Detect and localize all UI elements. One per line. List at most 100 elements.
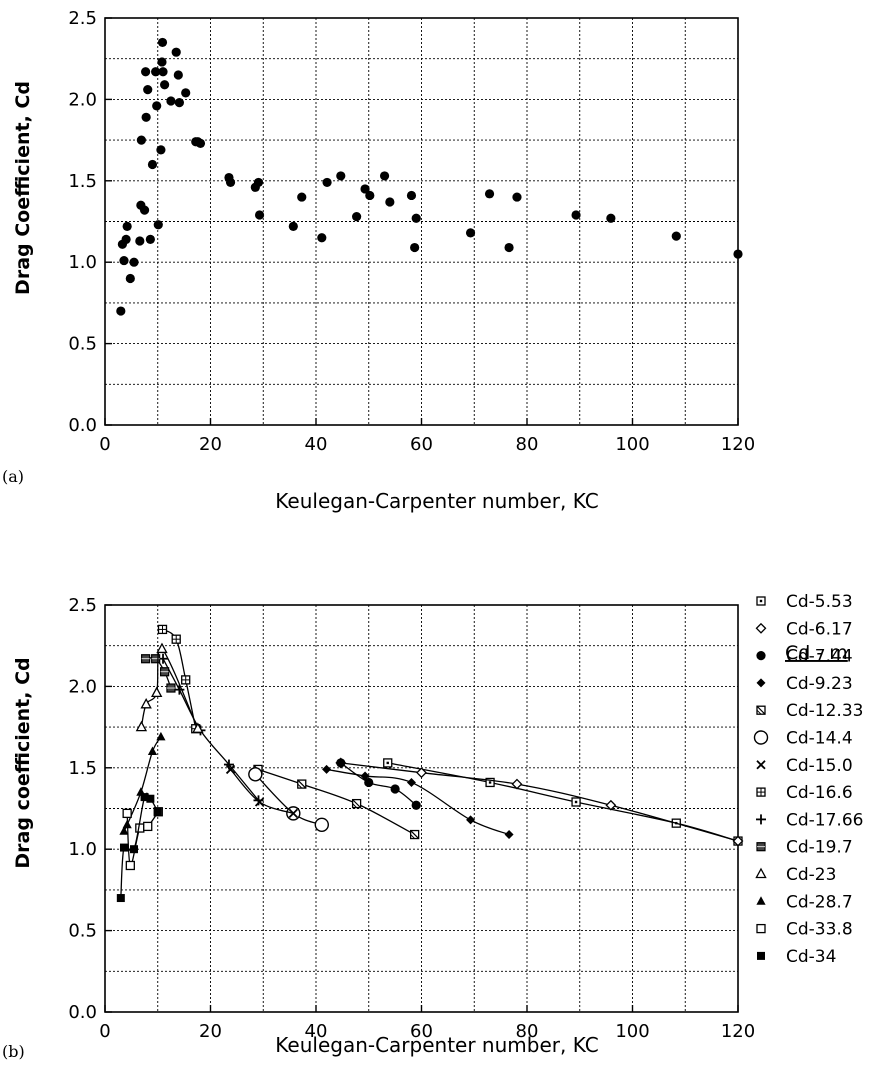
panel-a-data-point	[195, 138, 206, 148]
panel-a-data-point	[671, 231, 681, 241]
panel-a-x-tick-label: 0	[99, 434, 110, 455]
panel-b-data-point	[181, 675, 191, 685]
panel-a-data-point	[136, 135, 146, 145]
panel-b-data-point	[171, 634, 181, 644]
panel-b-data-point	[140, 793, 149, 802]
panel-a-data-point	[571, 210, 581, 220]
legend-entry-label: Cd-17.66	[786, 810, 863, 830]
legend-marker	[756, 596, 766, 606]
panel-a-data-point	[465, 228, 476, 238]
panel-b-data-point	[411, 800, 421, 810]
panel-b-data-point	[360, 771, 370, 781]
panel-b-chart: (b) Keulegan-Carpenter number, KC Drag c…	[2, 592, 863, 1061]
panel-a-y-tick-label: 1.5	[68, 171, 97, 192]
legend-entry-label: Cd-28.7	[786, 892, 853, 912]
panel-b-data-point	[351, 798, 362, 809]
legend-marker	[755, 622, 767, 634]
panel-a-data-point	[152, 101, 162, 111]
panel-b-data-point	[297, 779, 307, 789]
panel-a-data-point	[733, 249, 743, 259]
panel-b-x-tick-label: 120	[721, 1021, 755, 1042]
panel-b-y-axis-label: Drag coefficient, Cd	[12, 657, 34, 868]
panel-b-data-point	[288, 808, 298, 819]
panel-a-data-point	[317, 233, 327, 243]
legend-entry-label: Cd-12.33	[786, 701, 863, 721]
panel-b-series-line-3	[340, 762, 417, 806]
legend-entry-label: Cd-15.0	[786, 756, 853, 776]
panel-b-data-point	[151, 686, 163, 698]
legend-title: Cd - m	[785, 642, 848, 664]
legend-entry-label: Cd-14.4	[786, 729, 853, 749]
panel-b-data-point	[147, 746, 158, 756]
panel-a-data-point	[166, 96, 176, 106]
panel-a-data-point	[254, 210, 265, 220]
panel-a-data-point	[406, 190, 417, 201]
panel-b-x-tick-label: 100	[615, 1021, 649, 1042]
panel-a-y-axis-label: Drag Coefficient, Cd	[12, 81, 34, 295]
legend: Cd-5.53 Cd-6.17 Cd-7.44 Cd-9.23 Cd-12.33 Cd-1…	[753, 592, 863, 967]
panel-b-data-point	[122, 808, 132, 819]
panel-a-data-point	[322, 177, 332, 188]
panel-b-data-point	[248, 767, 263, 782]
panel-a-x-tick-label: 40	[305, 434, 328, 455]
panel-a-chart: (a) Keulegan-Carpenter number, KC Drag C…	[2, 8, 755, 513]
panel-b-data-point	[383, 758, 393, 768]
panel-b-data-point	[336, 758, 346, 768]
legend-marker	[756, 760, 766, 770]
panel-b-data-point	[416, 767, 427, 779]
panel-b-data-point	[160, 667, 170, 677]
panel-b-x-tick-label: 20	[199, 1021, 222, 1042]
panel-b-data-point	[322, 764, 332, 774]
panel-a-data-point	[484, 189, 495, 199]
panel-a-y-tick-label: 0.5	[68, 334, 97, 355]
legend-marker	[756, 896, 766, 905]
legend-marker	[757, 951, 765, 960]
panel-b-x-axis-label: Keulegan-Carpenter number, KC	[275, 1033, 598, 1057]
panel-b-data-point	[390, 784, 400, 794]
panel-a-x-tick-label: 120	[721, 434, 755, 455]
panel-b-data-point	[253, 795, 264, 806]
panel-b-series-line-8	[162, 628, 197, 729]
panel-a-data-point	[129, 257, 139, 267]
panel-a-data-point	[410, 242, 420, 253]
panel-b-data-point	[166, 683, 176, 693]
legend-entry-label: Cd-7.44	[786, 647, 853, 667]
panel-a-data-point	[143, 85, 153, 95]
panel-a-data-point	[153, 220, 163, 230]
panel-a-y-tick-label: 2.5	[68, 8, 97, 29]
panel-a-data-point	[116, 306, 126, 316]
panel-b-data-point	[223, 759, 234, 770]
panel-a-data-point	[151, 67, 161, 77]
legend-entry-label: Cd-5.53	[786, 592, 853, 612]
panel-a-data-point	[225, 177, 236, 188]
legend-marker	[756, 678, 766, 688]
panel-b-data-point	[314, 817, 330, 832]
legend-marker	[756, 787, 766, 797]
panel-b-data-point	[406, 777, 416, 787]
panel-b-data-point	[141, 654, 151, 664]
panel-a-data-point	[145, 234, 155, 245]
panel-a-y-tick-label: 1.0	[68, 252, 97, 273]
panel-b-y-tick-label: 1.5	[68, 758, 97, 779]
panel-a-data-point	[297, 192, 307, 202]
panel-a-data-point	[512, 192, 522, 202]
panel-b-y-tick-label: 2.5	[68, 595, 97, 616]
panel-a-x-tick-label: 80	[516, 434, 539, 455]
panel-b-y-tick-label: 2.0	[68, 676, 97, 697]
legend-entry-label: Cd-34	[786, 947, 836, 967]
panel-b-series-line-13	[126, 811, 159, 867]
panel-a-data-point	[156, 145, 166, 155]
panel-a-data-point	[253, 177, 264, 188]
panel-a-data-point	[336, 171, 346, 181]
panel-b-data-point	[511, 778, 523, 790]
panel-a-data-point	[122, 221, 132, 231]
panel-a-data-point	[288, 221, 298, 231]
panel-a-data-point	[504, 242, 514, 253]
panel-a-data-point	[171, 47, 181, 57]
panel-b-x-tick-label: 80	[516, 1021, 539, 1042]
panel-a-data-point	[157, 57, 167, 67]
legend-marker	[756, 705, 766, 715]
legend-entry-label: Cd-19.7	[786, 838, 853, 858]
panel-a-y-tick-label: 0.0	[68, 415, 97, 436]
panel-b-data-point	[135, 720, 148, 732]
